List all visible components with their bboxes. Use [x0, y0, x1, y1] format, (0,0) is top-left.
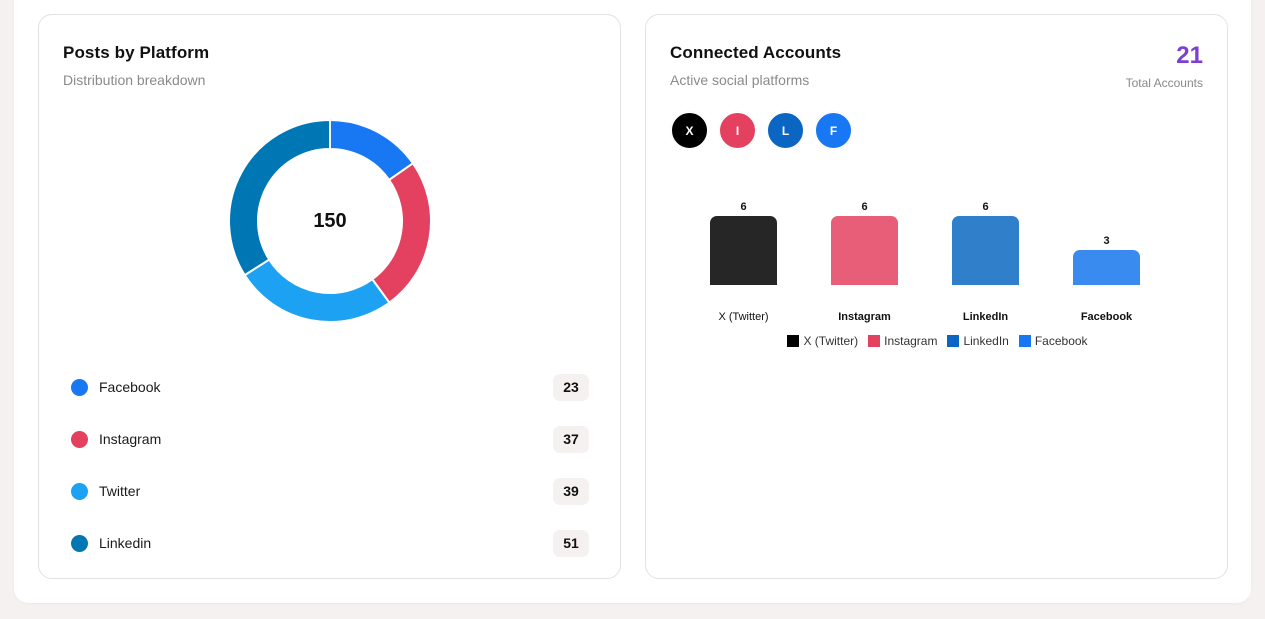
platform-list: Facebook 23 Instagram 37 Twitter 39 Link… — [71, 361, 589, 569]
platform-name: Instagram — [99, 431, 162, 447]
platform-count-badge: 23 — [553, 373, 589, 401]
bar-value-instagram: 6 — [861, 201, 868, 213]
facebook-avatar[interactable]: F — [815, 112, 852, 149]
accounts-bar-chart: 6 6 6 3 X (Twitter) Instagram LinkedIn F… — [646, 15, 1229, 580]
donut-svg — [228, 118, 432, 323]
donut-segment-linkedin[interactable] — [228, 118, 331, 277]
bar-label-x: X (Twitter) — [718, 311, 769, 323]
legend-swatch-icon — [787, 335, 800, 347]
bar-value-facebook: 3 — [1103, 235, 1110, 247]
legend-item-x[interactable]: X (Twitter) — [787, 334, 858, 348]
chart-legend: X (Twitter) Instagram LinkedIn Facebook — [646, 334, 1229, 348]
bar-value-linkedin: 6 — [982, 201, 989, 213]
legend-label: Instagram — [884, 334, 938, 348]
bar-value-x: 6 — [740, 201, 747, 213]
legend-label: X (Twitter) — [803, 334, 859, 348]
instagram-dot-icon — [71, 430, 88, 448]
card-subtitle: Distribution breakdown — [63, 72, 206, 88]
legend-swatch-icon — [947, 335, 960, 347]
total-accounts-value: 21 — [1176, 42, 1203, 69]
platform-count-badge: 39 — [553, 477, 589, 505]
legend-swatch-icon — [868, 335, 881, 347]
platform-row-twitter: Twitter 39 — [71, 465, 589, 517]
legend-swatch-icon — [1018, 335, 1031, 347]
platform-count-badge: 37 — [553, 425, 589, 453]
facebook-dot-icon — [71, 378, 88, 396]
connected-accounts-card: Connected Accounts Active social platfor… — [645, 14, 1228, 579]
legend-item-facebook[interactable]: Facebook — [1018, 334, 1088, 348]
donut-total: 150 — [313, 209, 347, 232]
platform-count-badge: 51 — [553, 529, 589, 557]
bar-label-linkedin: LinkedIn — [962, 311, 1009, 323]
card-title: Posts by Platform — [63, 43, 210, 62]
platform-row-facebook: Facebook 23 — [71, 361, 589, 413]
total-accounts: 21 Total Accounts — [1125, 42, 1203, 91]
bar-label-facebook: Facebook — [1080, 311, 1133, 323]
platform-name: Twitter — [99, 483, 141, 499]
legend-label: LinkedIn — [963, 334, 1009, 348]
posts-by-platform-card: Posts by Platform Distribution breakdown… — [38, 14, 621, 579]
bar-instagram[interactable] — [831, 216, 898, 285]
legend-label: Facebook — [1034, 334, 1088, 348]
card-title: Connected Accounts — [670, 43, 842, 62]
bar-linkedin[interactable] — [952, 216, 1019, 285]
legend-item-instagram[interactable]: Instagram — [868, 334, 937, 348]
x-twitter-avatar[interactable]: X — [671, 112, 708, 149]
platform-name: Linkedin — [99, 535, 152, 551]
bar-label-instagram: Instagram — [838, 311, 891, 323]
bar-facebook[interactable] — [1073, 250, 1140, 285]
linkedin-dot-icon — [71, 534, 88, 552]
linkedin-avatar[interactable]: L — [767, 112, 804, 149]
platform-row-instagram: Instagram 37 — [71, 413, 589, 465]
card-subtitle: Active social platforms — [670, 72, 810, 88]
platform-avatars: X I L F — [671, 112, 863, 149]
total-accounts-label: Total Accounts — [1125, 76, 1203, 90]
legend-item-linkedin[interactable]: LinkedIn — [947, 334, 1009, 348]
instagram-avatar[interactable]: I — [719, 112, 756, 149]
bar-x-twitter[interactable] — [710, 216, 777, 285]
platform-name: Facebook — [99, 379, 161, 395]
donut-chart: 150 — [227, 118, 433, 324]
twitter-dot-icon — [71, 482, 88, 500]
platform-row-linkedin: Linkedin 51 — [71, 517, 589, 569]
